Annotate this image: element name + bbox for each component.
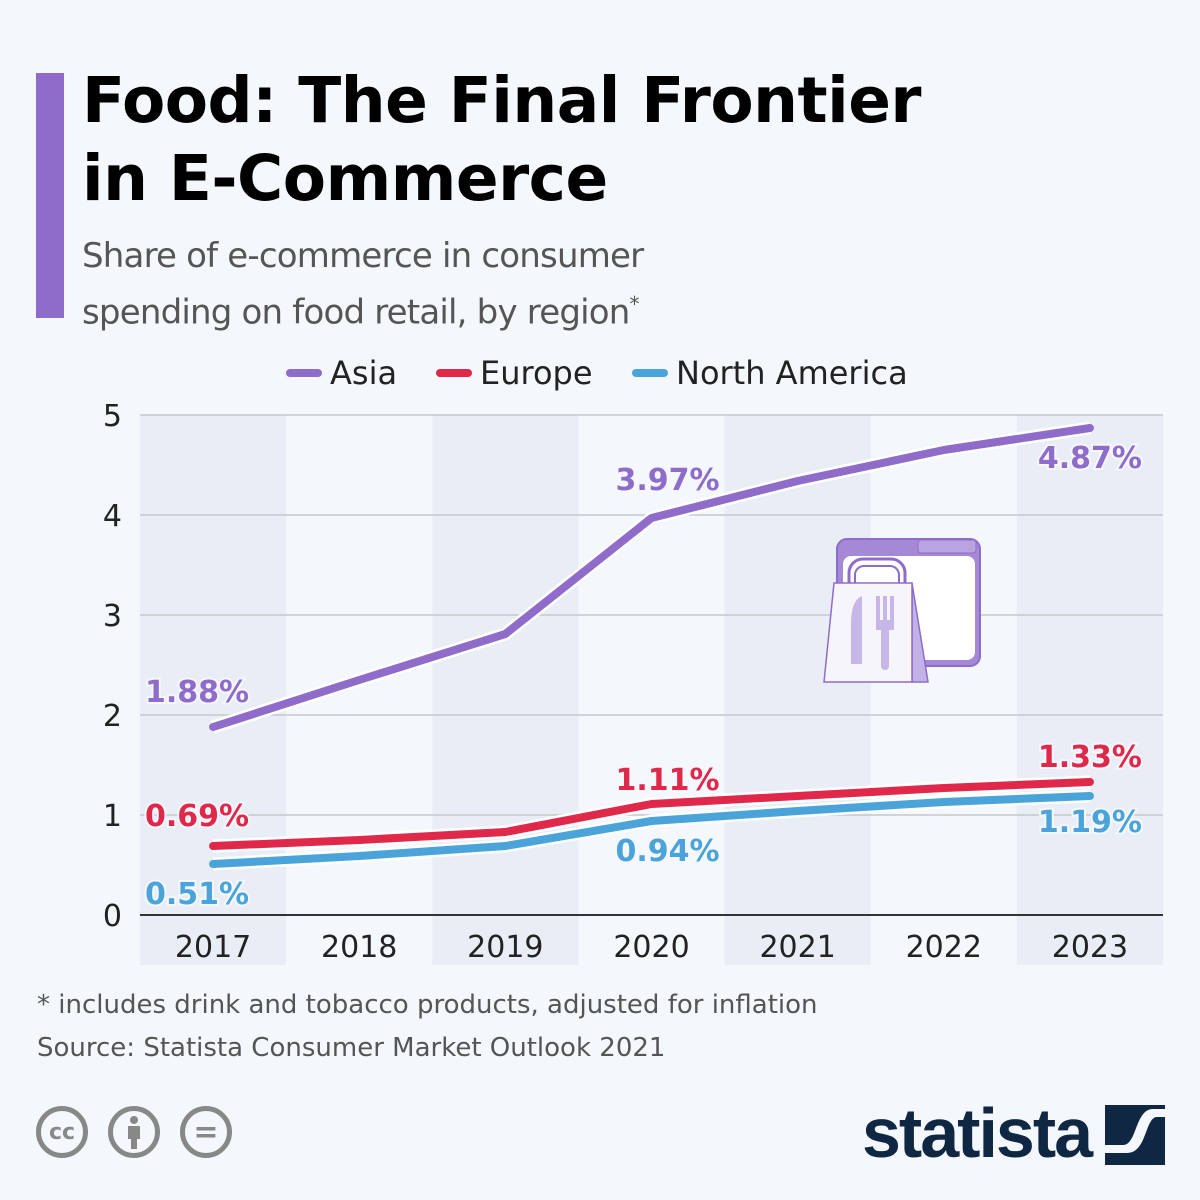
column-band bbox=[432, 415, 579, 965]
series-line-europe bbox=[209, 778, 1094, 850]
x-tick-label: 2021 bbox=[759, 930, 835, 965]
x-tick-label: 2023 bbox=[1052, 930, 1128, 965]
source-note: Source: Statista Consumer Market Outlook… bbox=[37, 1033, 666, 1063]
logo-text: statista bbox=[862, 1094, 1093, 1172]
x-tick-label: 2022 bbox=[906, 930, 982, 965]
by-icon[interactable] bbox=[108, 1106, 160, 1158]
legend-label: North America bbox=[676, 354, 908, 392]
data-label: 1.33% bbox=[1038, 740, 1142, 775]
y-tick-label: 2 bbox=[103, 699, 122, 734]
nd-icon[interactable]: = bbox=[180, 1106, 232, 1158]
footnote-mark: * bbox=[629, 292, 640, 316]
grocery-window-icon bbox=[823, 538, 981, 683]
cc-icon[interactable]: cc bbox=[36, 1106, 88, 1158]
x-tick-label: 2018 bbox=[321, 930, 397, 965]
subtitle-line-1: Share of e-commerce in consumer bbox=[82, 236, 644, 276]
data-label: 3.97% bbox=[615, 463, 719, 498]
data-label: 0.94% bbox=[615, 834, 719, 869]
data-label: 1.19% bbox=[1038, 805, 1142, 840]
statista-logo-mark bbox=[1105, 1105, 1165, 1165]
y-tick-label: 4 bbox=[103, 499, 122, 534]
data-label: 0.69% bbox=[145, 799, 249, 834]
subtitle-line-2: spending on food retail, by region bbox=[82, 292, 630, 333]
y-tick-label: 3 bbox=[103, 599, 122, 634]
data-label: 0.51% bbox=[145, 877, 249, 912]
data-label: 1.88% bbox=[145, 675, 249, 710]
footnote: * includes drink and tobacco products, a… bbox=[37, 990, 818, 1020]
series-line-north-america bbox=[209, 792, 1094, 868]
chart-title: Food: The Final Frontier in E-Commerce bbox=[82, 62, 922, 218]
column-band bbox=[870, 415, 1017, 965]
y-tick-label: 1 bbox=[103, 799, 122, 834]
legend-label: Europe bbox=[480, 354, 593, 392]
line-chart: 2017 2018 2019 2020 2021 2022 2023 0 1 2 3 4 5 Asia Eu… bbox=[103, 354, 1163, 965]
cc-text: cc bbox=[48, 1119, 76, 1145]
statista-logo[interactable]: statista bbox=[862, 1093, 1093, 1173]
legend-label: Asia bbox=[330, 354, 397, 392]
accent-bar bbox=[36, 73, 64, 318]
data-label: 4.87% bbox=[1038, 441, 1142, 476]
title-line-2: in E-Commerce bbox=[82, 142, 608, 215]
x-tick-label: 2020 bbox=[613, 930, 689, 965]
y-tick-label: 5 bbox=[103, 399, 122, 434]
chart-subtitle: Share of e-commerce in consumer spending … bbox=[82, 232, 644, 336]
title-line-1: Food: The Final Frontier bbox=[82, 64, 922, 137]
series-line-asia bbox=[209, 424, 1094, 731]
nd-text: = bbox=[193, 1114, 219, 1150]
y-tick-label: 0 bbox=[103, 899, 122, 934]
x-tick-label: 2019 bbox=[467, 930, 543, 965]
column-band bbox=[1016, 415, 1163, 965]
data-label: 1.11% bbox=[615, 763, 719, 798]
column-band bbox=[140, 415, 287, 965]
x-tick-label: 2017 bbox=[175, 930, 251, 965]
column-band bbox=[724, 415, 871, 965]
